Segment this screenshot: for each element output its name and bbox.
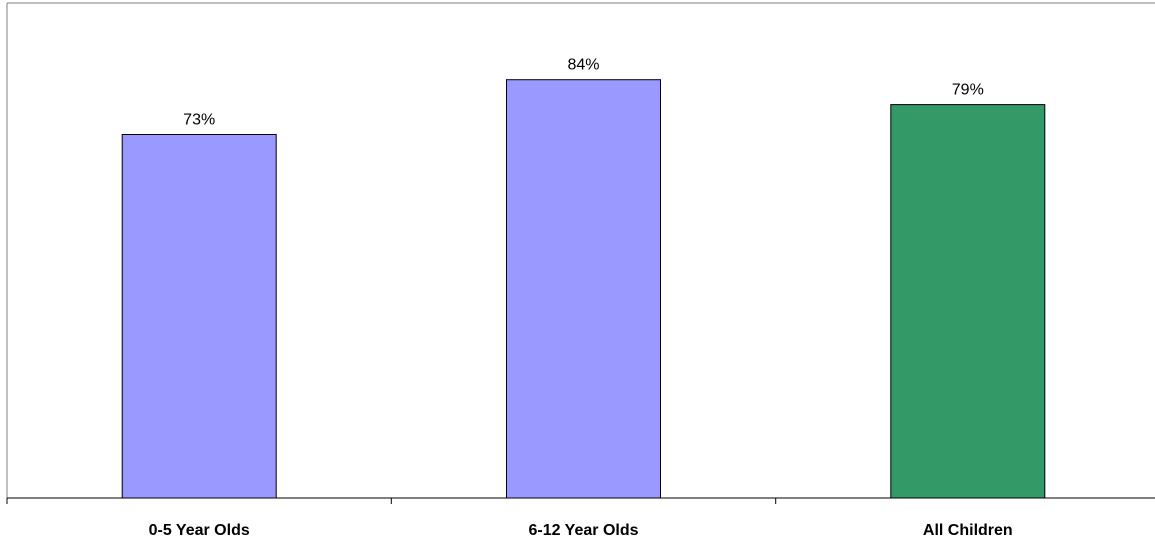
x-tick-label: 6-12 Year Olds — [529, 522, 639, 539]
value-labels-group: 73% 84% 79% — [183, 57, 984, 129]
x-tick-label: 0-5 Year Olds — [149, 522, 250, 539]
bar — [506, 79, 661, 499]
bar-value-label: 73% — [183, 112, 215, 129]
bar-value-label: 84% — [567, 57, 599, 74]
bar-value-label: 79% — [952, 82, 984, 99]
bar — [890, 104, 1046, 499]
x-tick-label: All Children — [923, 522, 1013, 539]
x-axis-ticks-group — [6, 498, 777, 504]
bar — [121, 134, 277, 499]
bars-group — [121, 79, 1046, 499]
x-axis-tick-labels-group: 0-5 Year Olds 6-12 Year Olds All Children — [149, 522, 1013, 539]
